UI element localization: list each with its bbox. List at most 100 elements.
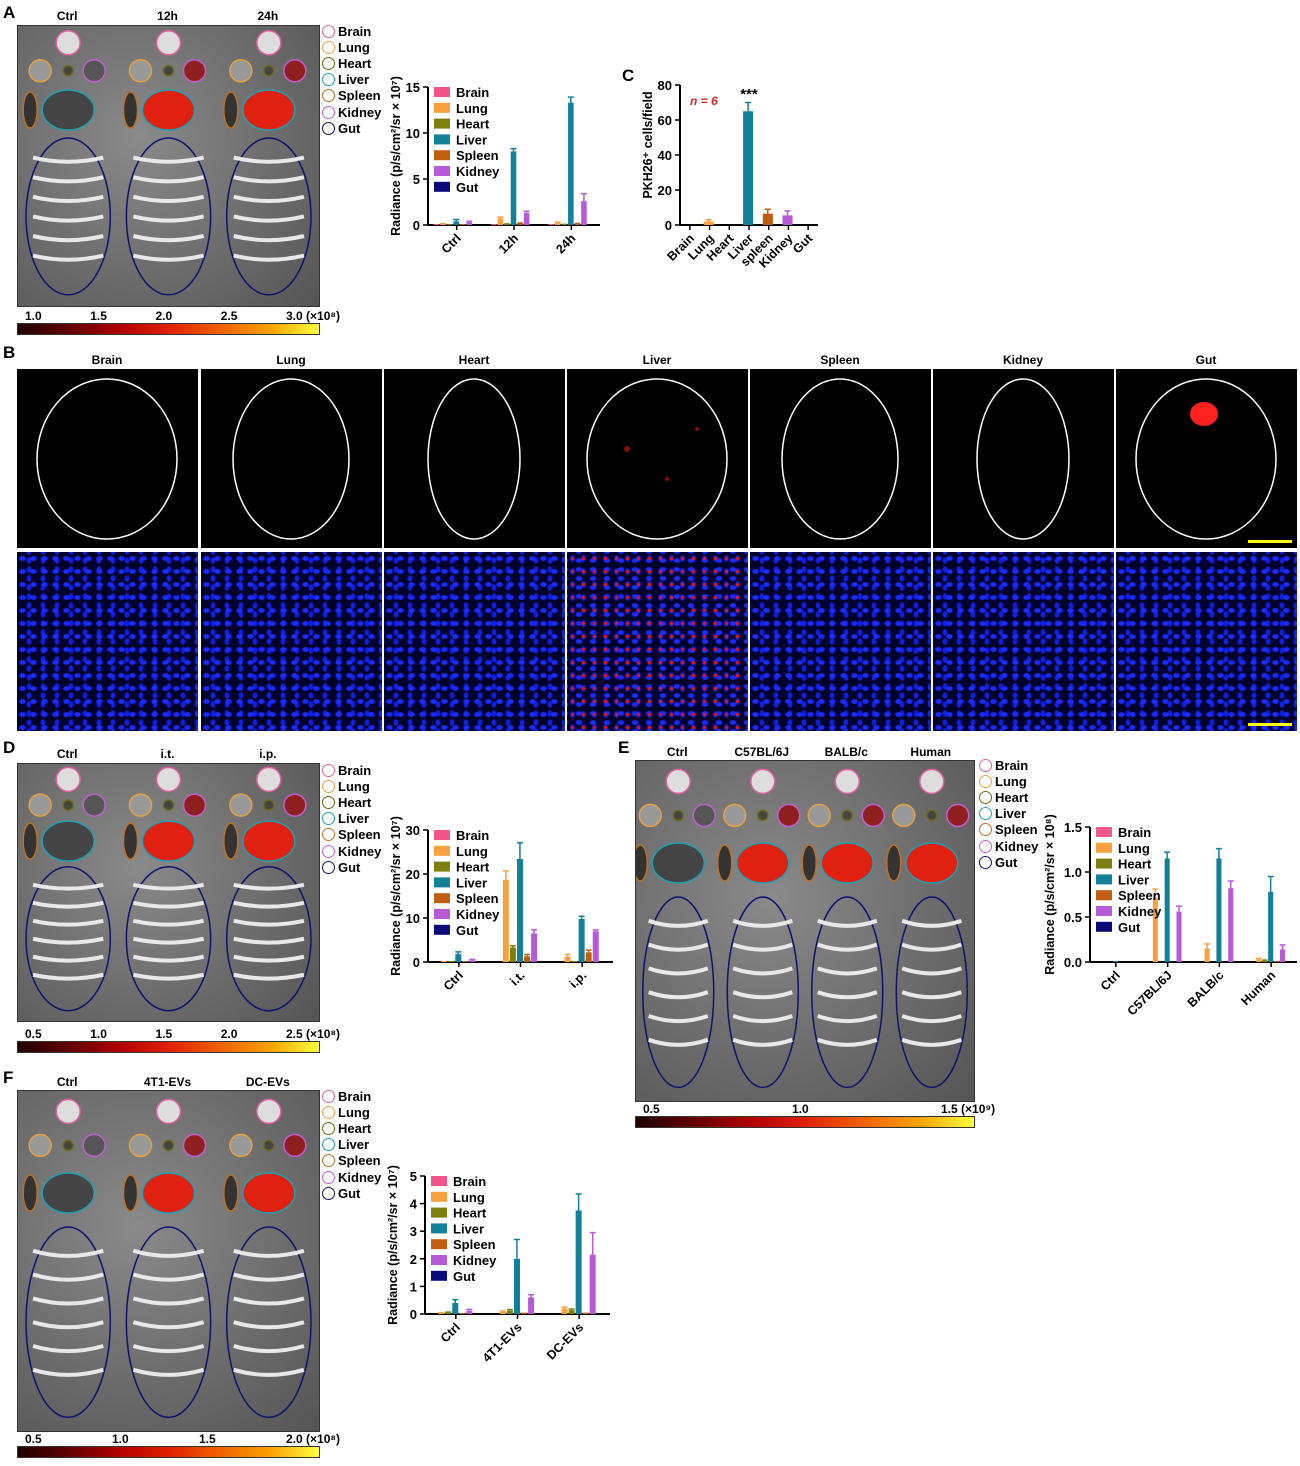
column-label: Brain: [91, 353, 123, 367]
gut-loop: [32, 1320, 104, 1330]
gut-organ: [125, 137, 212, 296]
heart-organ: [162, 65, 175, 77]
column-label: Spleen: [820, 353, 860, 367]
liver-organ: [41, 820, 95, 862]
legend-swatch: [1096, 827, 1112, 837]
bar: [516, 859, 523, 962]
gut-loop: [233, 194, 305, 203]
bar: [469, 960, 476, 962]
kidney-organ: [182, 59, 207, 83]
liver-organ: [242, 89, 296, 131]
lung-organ: [638, 803, 662, 828]
legend-item-gut: Gut: [979, 854, 1017, 870]
bar: [743, 111, 754, 225]
ring-icon: [322, 812, 335, 826]
bar: [499, 1311, 506, 1314]
legend-label: Lung: [453, 1190, 485, 1205]
bar: [448, 961, 455, 962]
y-tick-label: 10: [406, 126, 420, 141]
lung-organ: [128, 1133, 153, 1158]
legend-label: Brain: [456, 85, 489, 100]
bar: [1216, 858, 1222, 962]
gut-organ: [225, 1226, 312, 1419]
legend-item-kidney: Kidney: [979, 838, 1038, 854]
legend-item-lung: Lung: [322, 778, 370, 794]
bar: [762, 213, 773, 225]
colorbar-tick: 2.0 (×10⁸): [286, 1432, 341, 1446]
group-label: Human: [910, 745, 952, 759]
gut-organ: [642, 896, 715, 1089]
brain-organ: [155, 30, 182, 56]
ring-icon: [322, 1186, 335, 1200]
legend-label: Liver: [453, 1221, 484, 1236]
y-tick-label: 1.5: [1064, 820, 1082, 835]
legend-swatch: [434, 909, 450, 919]
gut-loop: [32, 175, 104, 184]
ring-icon: [322, 1089, 335, 1103]
lung-organ: [229, 793, 253, 817]
legend-swatch: [434, 87, 450, 97]
gut-loop: [32, 1344, 104, 1354]
colorbar-E: [635, 1116, 975, 1128]
brain-organ: [834, 768, 860, 795]
legend-item-lung: Lung: [322, 39, 370, 55]
x-tick-label: Liver: [725, 231, 756, 262]
liver-organ: [141, 89, 196, 131]
tissue-outline: [36, 378, 178, 540]
gut-loop: [901, 1037, 962, 1047]
tissue-outline: [976, 378, 1070, 540]
y-tick-label: 0: [413, 218, 420, 233]
gut-loop: [732, 966, 793, 976]
gut-organ: [25, 137, 112, 296]
group-label: C57BL/6J: [734, 745, 790, 759]
bar: [445, 1312, 452, 1314]
brain-organ: [256, 30, 282, 56]
lung-organ: [28, 793, 52, 817]
bar: [513, 1258, 520, 1314]
liver-organ: [41, 89, 95, 131]
y-tick-label: 15: [406, 80, 420, 95]
significance-label: ***: [740, 86, 758, 103]
gut-loop: [132, 234, 205, 243]
legend-item-liver: Liver: [322, 1137, 369, 1153]
colorbar-D: [17, 1041, 320, 1053]
legend-swatch: [434, 845, 450, 856]
legend-swatch: [431, 1255, 447, 1265]
legend-swatch: [434, 166, 450, 176]
x-tick-label: Ctrl: [439, 231, 464, 256]
tissue-outline-tile: [750, 369, 931, 548]
heart-organ: [162, 799, 175, 811]
colorbar-tick: 1.0: [25, 309, 42, 323]
bar: [438, 1313, 445, 1314]
spleen-organ: [717, 844, 733, 882]
gut-loop: [233, 936, 305, 945]
legend-label: Brain: [456, 828, 489, 843]
colorbar-A: [17, 323, 320, 335]
lung-organ: [723, 803, 747, 828]
liver-organ: [820, 842, 874, 884]
brain-organ: [256, 766, 282, 793]
gut-loop: [648, 1037, 709, 1047]
bar: [504, 223, 510, 225]
legend-item-liver: Liver: [322, 811, 369, 827]
legend-item-spleen: Spleen: [322, 827, 381, 843]
bar: [1274, 961, 1280, 962]
gut-loop: [32, 234, 104, 243]
ring-icon: [322, 121, 335, 135]
gut-loop: [32, 1248, 104, 1258]
legend-item-kidney: Kidney: [322, 104, 381, 120]
bar: [1262, 959, 1268, 962]
lung-organ: [807, 803, 831, 828]
gut-loop: [732, 1037, 793, 1047]
legend-item-heart: Heart: [322, 794, 371, 810]
legend-swatch: [434, 181, 450, 192]
colorbar-tick: 1.5: [199, 1432, 216, 1446]
heart-organ: [841, 809, 853, 822]
kidney-organ: [283, 1133, 307, 1158]
colorbar-tick: 3.0 (×10⁸): [286, 309, 341, 323]
bar: [592, 931, 599, 962]
gut-loop: [32, 1272, 104, 1282]
panel-label-D: D: [3, 738, 16, 757]
gut-loop: [32, 253, 104, 262]
bar: [528, 1297, 535, 1314]
